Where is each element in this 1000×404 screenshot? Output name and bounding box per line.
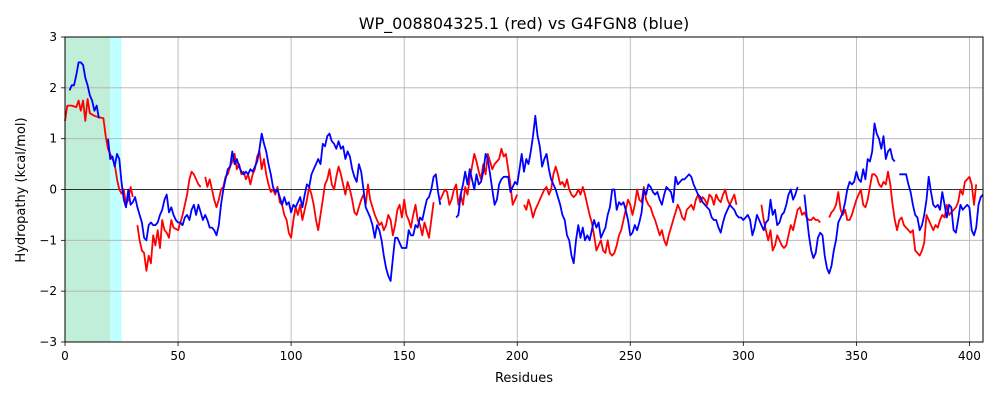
x-tick-label: 150 <box>393 349 416 363</box>
series-layer <box>64 61 984 282</box>
series-0-line-segment <box>439 147 519 206</box>
y-axis-label: Hydropathy (kcal/mol) <box>14 117 29 262</box>
x-tick-label: 350 <box>845 349 868 363</box>
y-tick-label: −2 <box>39 284 57 298</box>
x-axis-label: Residues <box>495 371 553 386</box>
x-tick-label: 250 <box>619 349 642 363</box>
x-tick-label: 0 <box>61 349 69 363</box>
series-1 <box>68 61 984 282</box>
series-1-line-segment <box>803 122 896 275</box>
y-tick-label: −1 <box>39 233 57 247</box>
x-tick-label: 400 <box>958 349 981 363</box>
series-0-line-segment <box>136 170 202 272</box>
series-0-line-segment <box>204 150 435 239</box>
y-tick-label: 2 <box>49 81 57 95</box>
series-0 <box>64 98 978 272</box>
series-1-line-segment <box>899 173 984 237</box>
series-0-line-segment <box>64 98 134 206</box>
series-1-line-segment <box>68 61 100 119</box>
y-tick-label: −3 <box>39 335 57 349</box>
x-tick-label: 100 <box>280 349 303 363</box>
chart-title: WP_008804325.1 (red) vs G4FGN8 (blue) <box>359 14 690 34</box>
series-0-line-segment <box>760 204 821 252</box>
y-tick-label: 1 <box>49 132 57 146</box>
y-tick-label: 0 <box>49 183 57 197</box>
x-tick-label: 300 <box>732 349 755 363</box>
x-tick-label: 50 <box>170 349 185 363</box>
x-tick-label: 200 <box>506 349 529 363</box>
series-1-line-segment <box>107 132 442 282</box>
y-tick-label: 3 <box>49 30 57 44</box>
axis-ticks: 0 50 100 150 200 250 300 350 400 −3 −2 −1 0 1 2 3 <box>39 30 981 363</box>
series-1-line-segment <box>455 114 799 265</box>
